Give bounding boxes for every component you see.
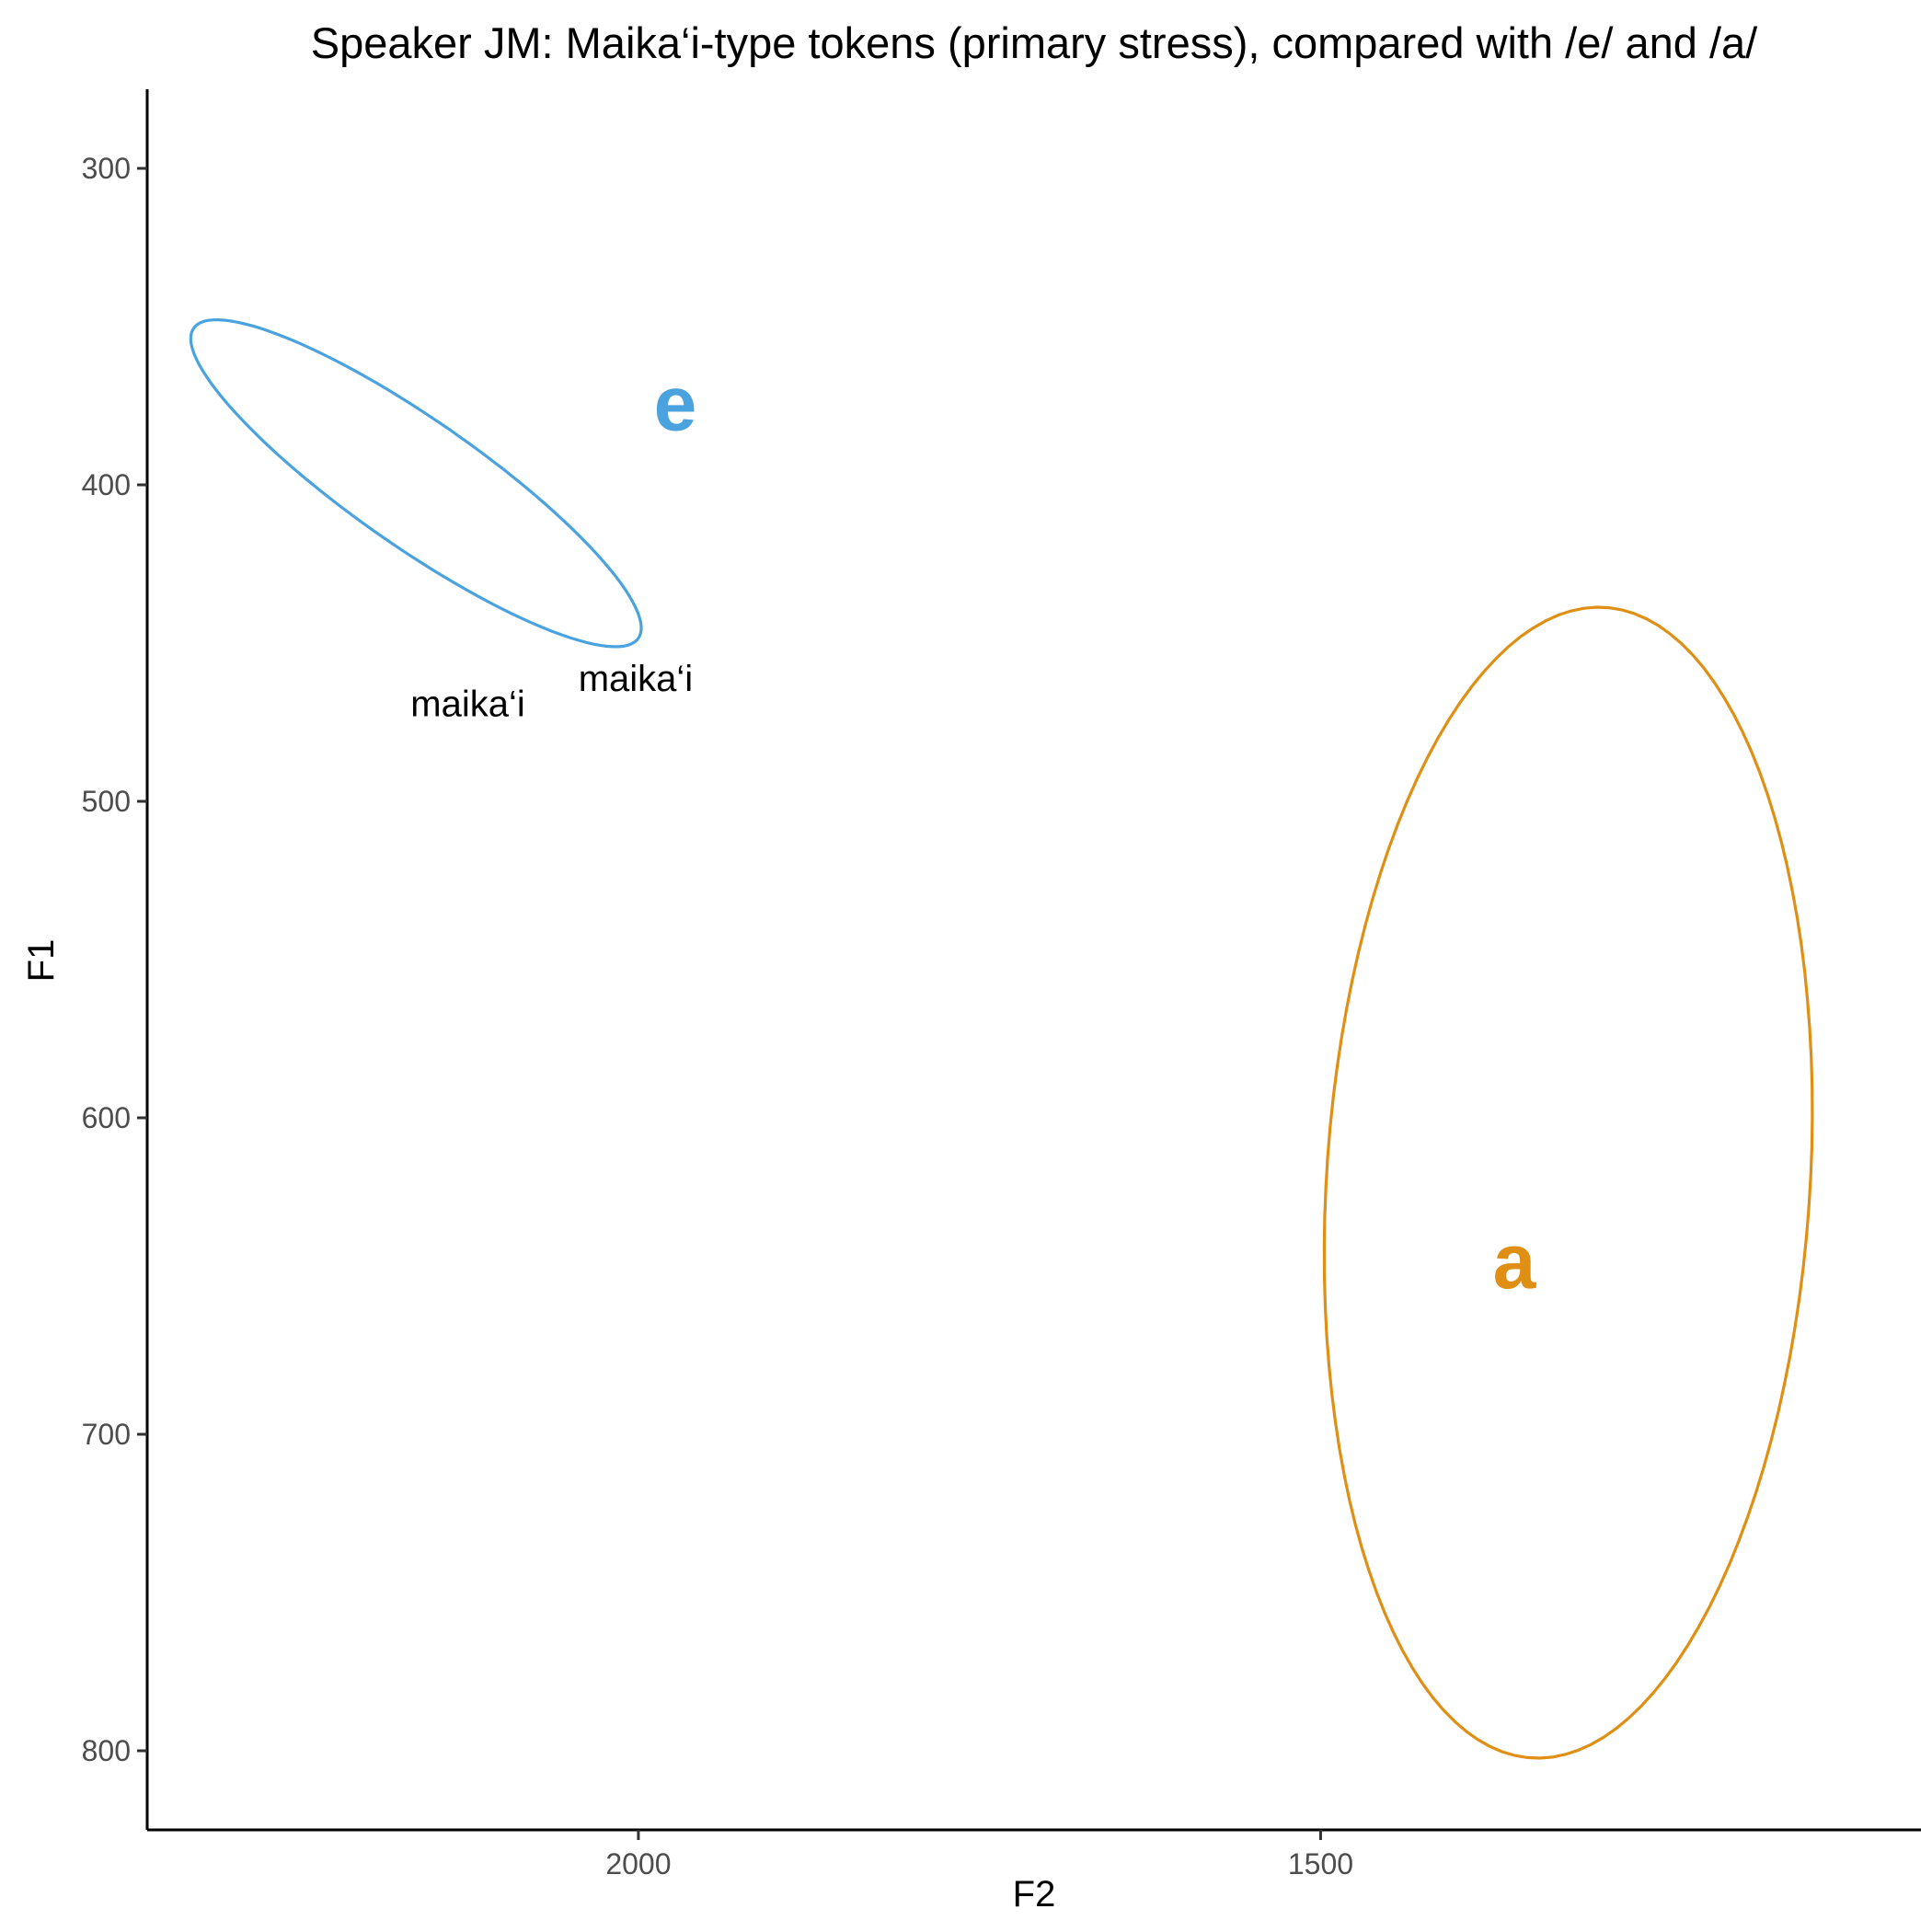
ellipse-a [1322,605,1814,1760]
y-axis-title: F1 [21,939,62,983]
x-axis-title: F2 [1013,1874,1056,1915]
ellipse-e [189,317,643,649]
y-tick-label: 300 [82,152,131,185]
token-label: maika‘i [579,659,693,699]
vowel-label-a: a [1493,1218,1537,1305]
y-tick-label: 800 [82,1734,131,1767]
vowel-label-e: e [654,361,697,447]
y-tick-label: 400 [82,468,131,501]
axes: 300 400 500 600 700 800 2000 1500 [82,89,1921,1880]
token-label: maika‘i [410,684,524,724]
chart-title: Speaker JM: Maika‘i-type tokens (primary… [311,18,1758,67]
y-tick-label: 500 [82,785,131,818]
y-tick-label: 700 [82,1418,131,1451]
x-tick-label: 2000 [605,1847,671,1880]
plot-area: e a maika‘i maika‘i [189,317,1814,1760]
x-tick-label: 1500 [1288,1847,1353,1880]
y-tick-label: 600 [82,1101,131,1134]
